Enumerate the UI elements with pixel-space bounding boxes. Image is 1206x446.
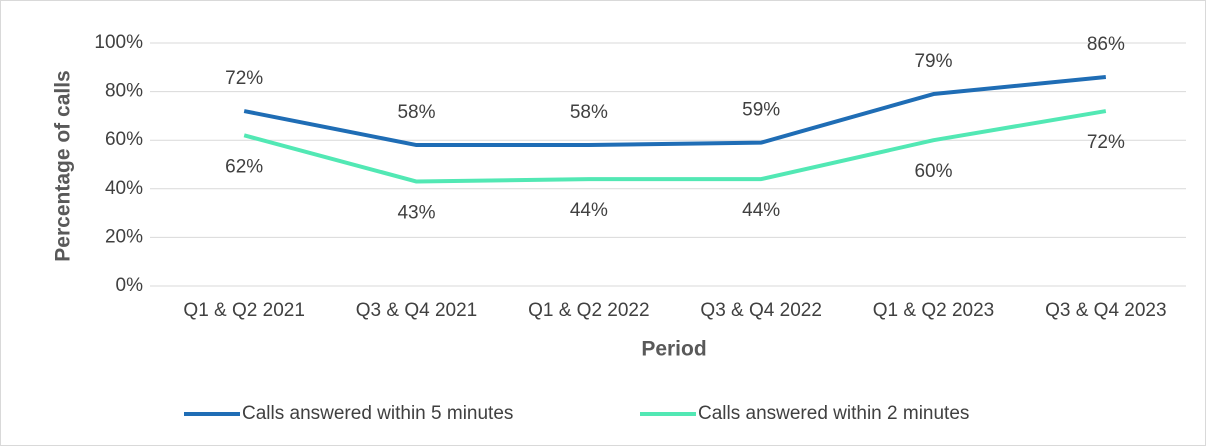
legend-label: Calls answered within 2 minutes [698,403,969,424]
x-tick-label: Q3 & Q4 2022 [700,300,821,321]
data-label: 79% [914,51,952,72]
y-tick-label: 20% [105,226,143,247]
data-label: 72% [1087,132,1125,153]
data-label: 43% [397,203,435,224]
data-label: 62% [225,156,263,177]
data-label: 72% [225,68,263,89]
y-tick-label: 60% [105,129,143,150]
y-tick-label: 80% [105,81,143,102]
x-tick-label: Q3 & Q4 2023 [1045,300,1166,321]
data-label: 59% [742,100,780,121]
legend-label: Calls answered within 5 minutes [242,403,513,424]
data-label: 44% [742,200,780,221]
data-label: 58% [570,102,608,123]
x-tick-label: Q1 & Q2 2022 [528,300,649,321]
data-label: 58% [397,102,435,123]
data-label: 86% [1087,34,1125,55]
y-axis-title: Percentage of calls [52,70,75,261]
x-axis-title: Period [641,338,706,361]
series-line [243,109,1107,184]
y-tick-label: 40% [105,178,143,199]
x-tick-label: Q1 & Q2 2021 [183,300,304,321]
data-label: 60% [914,161,952,182]
y-tick-label: 0% [116,275,144,296]
x-tick-label: Q1 & Q2 2023 [873,300,994,321]
x-tick-label: Q3 & Q4 2021 [356,300,477,321]
y-tick-label: 100% [94,32,143,53]
data-label: 44% [570,200,608,221]
series-line [243,75,1107,148]
